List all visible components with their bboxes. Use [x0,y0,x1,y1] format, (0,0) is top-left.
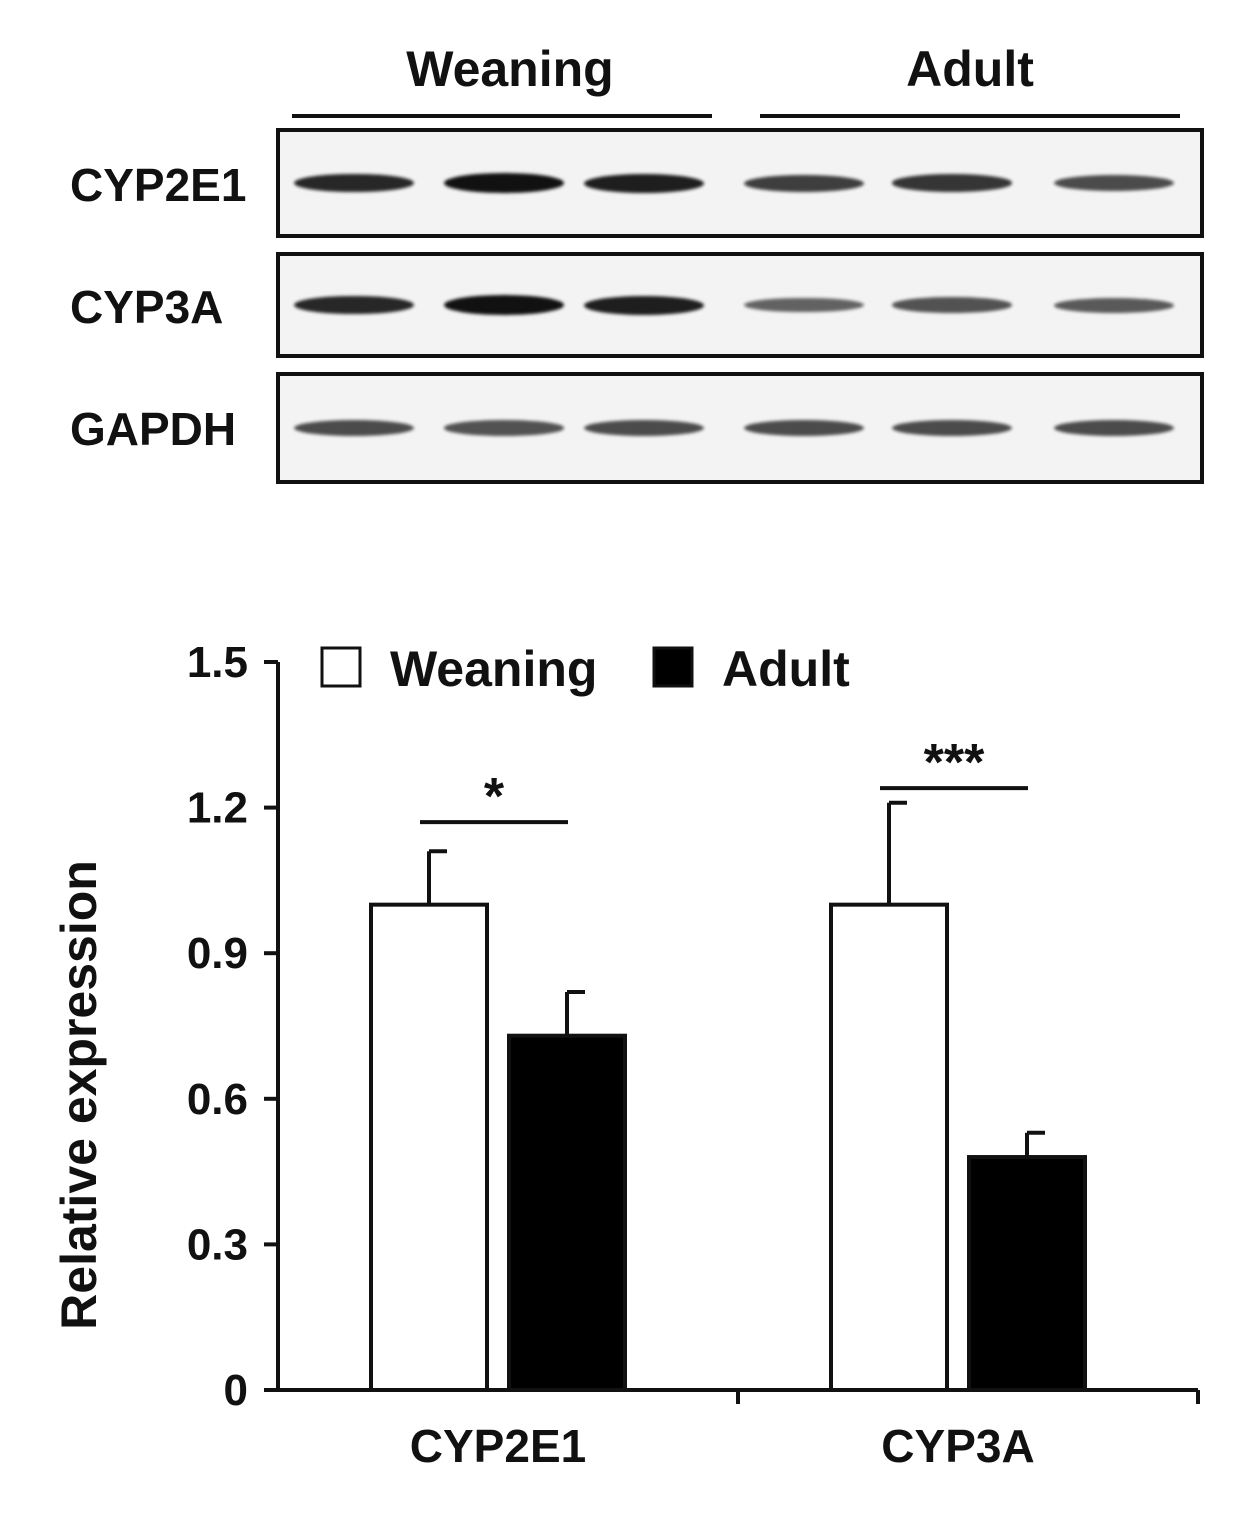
x-tick-label: CYP3A [881,1420,1034,1472]
legend-label: Weaning [390,641,597,697]
y-tick-label: 1.5 [187,638,248,687]
y-tick-label: 0.9 [187,929,248,978]
chart-bars [369,800,1087,1393]
blot-band [744,297,864,313]
blot-row-label-gapdh: GAPDH [70,403,237,455]
blot-band [294,420,414,436]
significance-label: *** [924,734,985,792]
bar [829,902,949,1393]
blot-band [444,420,564,436]
chart-significance: **** [420,734,1028,826]
blot-band [744,174,864,192]
y-tick-label: 0 [224,1366,248,1415]
blot-strip-gapdh [276,372,1204,484]
chart-legend: Weaning Adult [320,641,850,697]
significance-label: * [484,768,505,826]
blot-band [294,173,414,193]
blot-band [892,174,1012,192]
bar [967,1155,1087,1393]
blot-band [444,295,564,315]
blot-band [892,420,1012,436]
blot-strip-cyp3a [276,252,1204,358]
blot-group-label-adult: Adult [906,41,1034,97]
blot-band [584,295,704,315]
blot-band [584,420,704,436]
bar [507,1033,627,1392]
bar-chart: 0 0.3 0.6 0.9 1.2 1.5 Relative expression CYP2E… [51,638,1200,1472]
y-tick-label: 0.3 [187,1220,248,1269]
blot-group-label-weaning: Weaning [406,41,614,97]
blot-band [892,297,1012,313]
y-tick-label: 1.2 [187,784,248,833]
blot-band [1054,420,1174,436]
chart-axes: 0 0.3 0.6 0.9 1.2 1.5 Relative expression CYP2E… [51,638,1200,1472]
blot-band [744,420,864,436]
blot-row-label-cyp3a: CYP3A [70,281,224,333]
legend-label: Adult [722,641,850,697]
blot-band [1054,175,1174,191]
blot-band [1054,297,1174,313]
blot-strip-cyp2e1 [276,128,1204,238]
legend-swatch [320,646,362,688]
blot-group-rule-adult [760,114,1180,118]
y-tick-label: 0.6 [187,1075,248,1124]
blot-band [294,295,414,315]
blot-row-label-cyp2e1: CYP2E1 [70,159,247,211]
blot-band [584,173,704,193]
legend-swatch [652,646,694,688]
x-tick-label: CYP2E1 [410,1420,586,1472]
bar [369,902,489,1393]
blot-band [444,173,564,193]
blot-group-rule-weaning [292,114,712,118]
y-axis-title: Relative expression [51,860,107,1330]
